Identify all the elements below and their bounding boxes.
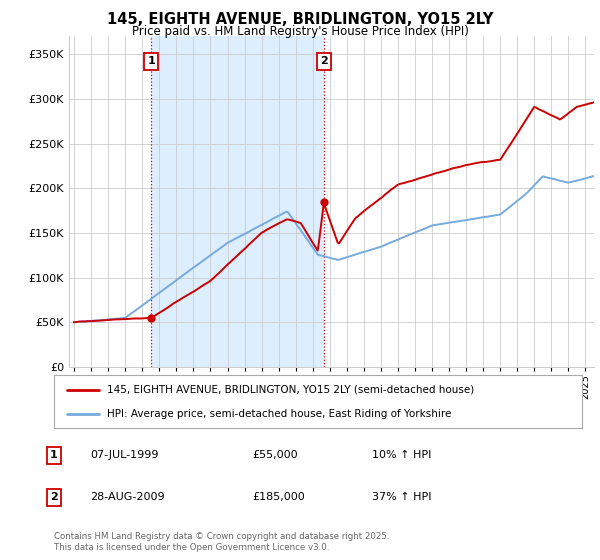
Bar — [151, 36, 324, 367]
Text: HPI: Average price, semi-detached house, East Riding of Yorkshire: HPI: Average price, semi-detached house,… — [107, 409, 451, 419]
Text: 28-AUG-2009: 28-AUG-2009 — [90, 492, 164, 502]
Text: 2: 2 — [320, 57, 328, 67]
Text: 07-JUL-1999: 07-JUL-1999 — [90, 450, 158, 460]
Text: Price paid vs. HM Land Registry's House Price Index (HPI): Price paid vs. HM Land Registry's House … — [131, 25, 469, 38]
Text: 1: 1 — [147, 57, 155, 67]
Text: 37% ↑ HPI: 37% ↑ HPI — [372, 492, 431, 502]
Text: £185,000: £185,000 — [252, 492, 305, 502]
Text: 2: 2 — [50, 492, 58, 502]
Text: 1: 1 — [50, 450, 58, 460]
Text: Contains HM Land Registry data © Crown copyright and database right 2025.
This d: Contains HM Land Registry data © Crown c… — [54, 532, 389, 552]
Text: 10% ↑ HPI: 10% ↑ HPI — [372, 450, 431, 460]
Text: £55,000: £55,000 — [252, 450, 298, 460]
Text: 145, EIGHTH AVENUE, BRIDLINGTON, YO15 2LY: 145, EIGHTH AVENUE, BRIDLINGTON, YO15 2L… — [107, 12, 493, 27]
Text: 145, EIGHTH AVENUE, BRIDLINGTON, YO15 2LY (semi-detached house): 145, EIGHTH AVENUE, BRIDLINGTON, YO15 2L… — [107, 385, 474, 395]
